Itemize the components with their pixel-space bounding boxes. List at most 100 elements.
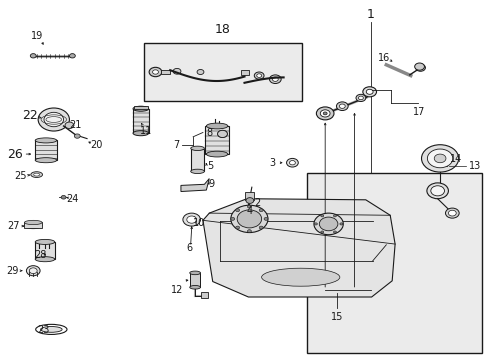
Bar xyxy=(35,242,55,259)
Text: 10: 10 xyxy=(193,218,205,228)
Ellipse shape xyxy=(35,158,57,163)
Circle shape xyxy=(29,268,37,274)
Text: 9: 9 xyxy=(208,179,214,189)
Ellipse shape xyxy=(206,123,227,129)
Text: 25: 25 xyxy=(14,171,27,181)
Text: 17: 17 xyxy=(412,107,425,117)
Circle shape xyxy=(149,67,162,77)
Circle shape xyxy=(235,209,239,212)
Ellipse shape xyxy=(35,239,55,244)
Circle shape xyxy=(320,231,323,233)
Text: 4: 4 xyxy=(246,206,252,216)
Circle shape xyxy=(289,161,295,165)
Bar xyxy=(245,192,254,200)
Text: 5: 5 xyxy=(207,161,213,171)
Bar xyxy=(133,109,148,133)
Ellipse shape xyxy=(24,220,42,225)
Circle shape xyxy=(173,68,181,74)
Circle shape xyxy=(414,63,424,70)
Bar xyxy=(144,43,302,101)
Circle shape xyxy=(247,205,251,208)
Circle shape xyxy=(152,70,158,74)
Circle shape xyxy=(245,198,253,203)
Polygon shape xyxy=(181,179,209,192)
Circle shape xyxy=(313,213,343,235)
Ellipse shape xyxy=(133,131,148,136)
Circle shape xyxy=(44,112,63,127)
Circle shape xyxy=(65,122,74,129)
Circle shape xyxy=(74,134,80,138)
Circle shape xyxy=(61,195,66,199)
Circle shape xyxy=(433,154,445,163)
Circle shape xyxy=(339,104,345,108)
Polygon shape xyxy=(203,199,394,297)
Circle shape xyxy=(217,130,227,138)
Ellipse shape xyxy=(31,172,42,177)
Ellipse shape xyxy=(189,285,200,289)
Circle shape xyxy=(186,216,196,223)
Ellipse shape xyxy=(41,327,62,332)
Circle shape xyxy=(366,89,372,94)
Circle shape xyxy=(333,215,336,217)
Ellipse shape xyxy=(24,221,42,229)
Circle shape xyxy=(26,266,40,276)
Text: 3: 3 xyxy=(268,158,274,168)
Circle shape xyxy=(254,72,264,79)
Bar xyxy=(134,106,147,109)
Circle shape xyxy=(430,186,444,196)
Ellipse shape xyxy=(190,146,204,150)
Circle shape xyxy=(314,223,317,225)
Circle shape xyxy=(217,130,227,138)
Circle shape xyxy=(269,75,281,84)
Text: 22: 22 xyxy=(22,109,38,122)
Text: 8: 8 xyxy=(206,128,212,138)
Circle shape xyxy=(355,94,365,102)
Circle shape xyxy=(286,158,298,167)
Circle shape xyxy=(323,112,326,115)
Ellipse shape xyxy=(35,138,57,143)
Circle shape xyxy=(319,217,337,231)
Ellipse shape xyxy=(189,271,200,275)
Bar xyxy=(241,70,248,75)
Text: 1: 1 xyxy=(366,8,374,21)
Circle shape xyxy=(220,132,224,136)
Circle shape xyxy=(30,54,36,58)
Circle shape xyxy=(272,77,278,81)
Text: 28: 28 xyxy=(34,250,46,260)
Text: 27: 27 xyxy=(7,221,20,231)
Bar xyxy=(205,126,228,154)
Circle shape xyxy=(230,217,234,220)
Text: 24: 24 xyxy=(66,194,79,204)
Circle shape xyxy=(197,69,203,75)
Circle shape xyxy=(333,231,336,233)
Circle shape xyxy=(247,230,251,233)
Circle shape xyxy=(417,66,422,69)
Ellipse shape xyxy=(206,151,227,157)
Text: 2: 2 xyxy=(254,198,260,208)
Circle shape xyxy=(447,210,455,216)
Circle shape xyxy=(336,102,347,111)
Circle shape xyxy=(362,87,376,97)
Text: 6: 6 xyxy=(186,243,192,253)
Text: 18: 18 xyxy=(215,23,230,36)
Circle shape xyxy=(264,217,267,220)
Circle shape xyxy=(235,226,239,229)
Text: 7: 7 xyxy=(173,140,179,150)
Bar xyxy=(161,70,170,74)
Circle shape xyxy=(415,64,425,71)
Circle shape xyxy=(38,108,69,131)
Ellipse shape xyxy=(35,257,55,262)
Text: 21: 21 xyxy=(69,120,82,130)
Ellipse shape xyxy=(133,106,148,111)
Circle shape xyxy=(183,213,200,226)
Circle shape xyxy=(358,96,363,100)
Ellipse shape xyxy=(190,169,204,174)
Circle shape xyxy=(421,145,458,172)
Circle shape xyxy=(426,183,447,199)
Bar xyxy=(35,140,57,160)
Text: 20: 20 xyxy=(90,140,103,150)
Text: 16: 16 xyxy=(377,53,389,63)
Ellipse shape xyxy=(34,173,40,176)
Text: 11: 11 xyxy=(139,126,152,136)
Circle shape xyxy=(237,210,261,228)
